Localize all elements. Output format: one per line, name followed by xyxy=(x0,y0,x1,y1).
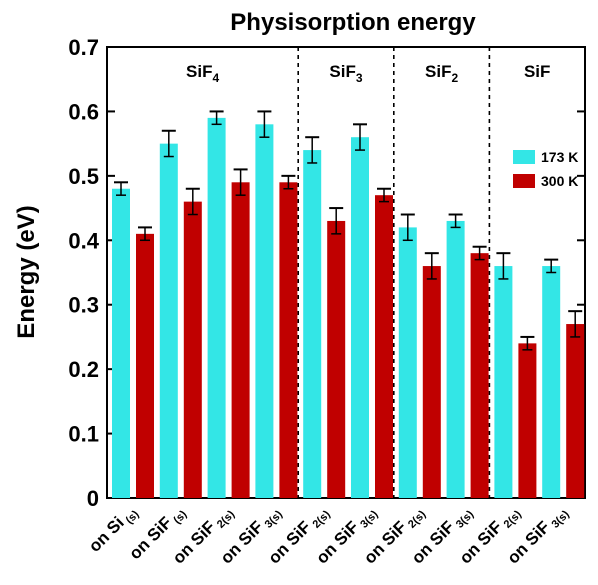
bar-173k xyxy=(351,137,369,498)
y-tick-label: 0.6 xyxy=(68,99,99,124)
bar-300k xyxy=(375,195,393,498)
bar-173k xyxy=(207,117,226,498)
bar-173k xyxy=(112,188,130,498)
y-tick-label: 0.2 xyxy=(68,357,99,382)
y-tick-label: 0.4 xyxy=(68,228,99,253)
chart-title: Physisorption energy xyxy=(230,9,476,36)
x-tick-label-main: on SiF xyxy=(169,517,219,567)
legend-label: 300 K xyxy=(541,173,578,189)
y-tick-label: 0.5 xyxy=(68,164,99,189)
x-tick-label-sub: 3(s) xyxy=(263,508,286,531)
group-label-sub: 3 xyxy=(356,71,363,85)
plot-frame xyxy=(106,46,586,499)
bar-300k xyxy=(279,182,298,499)
bar-300k xyxy=(566,324,585,498)
bar-173k xyxy=(255,124,274,499)
legend-swatch xyxy=(513,150,535,164)
y-tick-label: 0 xyxy=(87,486,99,511)
bar-300k xyxy=(422,266,441,498)
x-tick-label-main: on Si xyxy=(85,513,128,556)
group-label: SiF2 xyxy=(425,62,458,85)
y-tick-label: 0.1 xyxy=(68,422,99,447)
bar-173k xyxy=(542,266,561,498)
x-tick-label-sub: 2(s) xyxy=(502,508,525,531)
group-label-main: SiF xyxy=(186,62,212,81)
x-tick-label-sub: 2(s) xyxy=(406,508,429,531)
group-label: SiF xyxy=(524,62,550,81)
legend-label: 173 K xyxy=(541,149,578,165)
x-tick-label-sub: 3(s) xyxy=(549,508,572,531)
bar-300k xyxy=(327,220,346,498)
bar-173k xyxy=(159,143,178,498)
bar-173k xyxy=(446,220,465,498)
bar-300k xyxy=(231,182,250,499)
group-label-sub: 4 xyxy=(212,71,219,85)
group-label-sub: 2 xyxy=(451,71,458,85)
legend-swatch xyxy=(513,174,535,188)
bar-173k xyxy=(398,227,417,498)
bar-300k xyxy=(518,343,537,498)
x-tick-label-sub: (s) xyxy=(171,508,189,526)
group-label-main: SiF xyxy=(329,62,355,81)
x-tick-label-sub: 2(s) xyxy=(215,508,238,531)
group-label: SiF4 xyxy=(186,62,219,85)
group-label: SiF3 xyxy=(329,62,362,85)
x-tick-label-sub: (s) xyxy=(124,508,142,526)
x-tick-label-sub: 3(s) xyxy=(454,508,477,531)
bar-300k xyxy=(183,201,202,498)
y-tick-label: 0.3 xyxy=(68,293,99,318)
bar-300k xyxy=(136,233,154,499)
x-tick-label-sub: 3(s) xyxy=(358,508,381,531)
bar-173k xyxy=(303,150,322,499)
group-label-main: SiF xyxy=(425,62,451,81)
bar-300k xyxy=(470,253,489,498)
group-label-main: SiF xyxy=(524,62,550,81)
y-axis-label: Energy (eV) xyxy=(13,205,40,338)
bar-173k xyxy=(494,266,513,498)
y-tick-label: 0.7 xyxy=(68,35,99,60)
x-tick-label-sub: 2(s) xyxy=(310,508,333,531)
